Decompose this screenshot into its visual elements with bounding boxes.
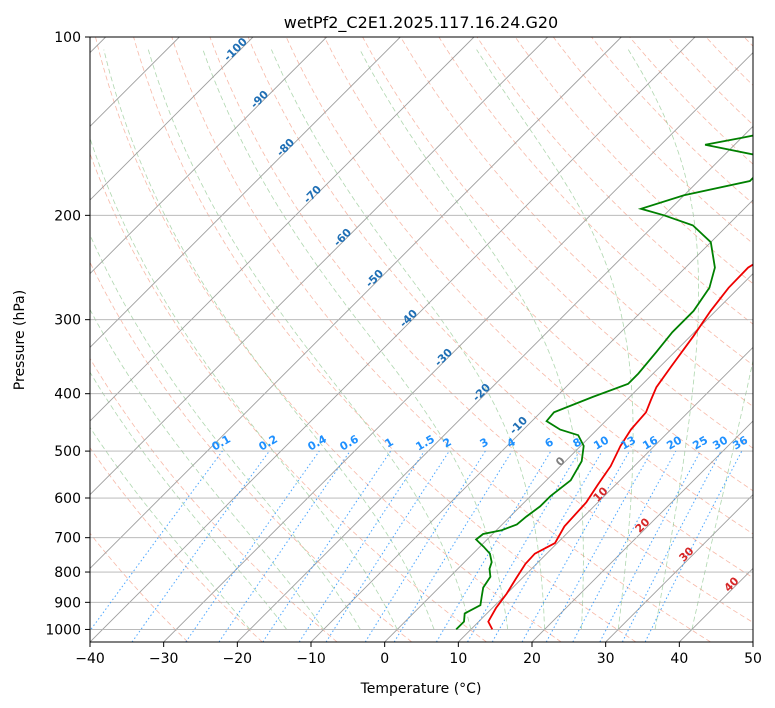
x-tick-label: 50 <box>744 651 762 667</box>
moist-adiabat-line <box>90 234 361 630</box>
x-tick-label: −20 <box>223 651 253 667</box>
dry-adiabat-line <box>90 357 338 642</box>
mixing-ratio-line <box>262 450 392 642</box>
x-tick-label: −30 <box>149 651 179 667</box>
dry-adiabat-line <box>591 37 753 205</box>
y-tick-label: 200 <box>54 208 81 224</box>
moist-adiabat-line <box>90 137 398 630</box>
isotherm-line <box>752 641 753 642</box>
x-tick-label: 30 <box>597 651 615 667</box>
dewpoint-line <box>455 134 753 631</box>
isotherm-line <box>605 494 753 642</box>
dry-adiabat-line <box>90 152 487 642</box>
dry-adiabat-line <box>95 37 562 642</box>
isotherm-line <box>163 52 753 642</box>
y-tick-label: 500 <box>54 444 81 460</box>
moist-adiabat-line <box>627 49 699 630</box>
dry-adiabat-line <box>285 37 753 535</box>
x-tick-label: 20 <box>523 651 541 667</box>
moist-adiabat-line <box>691 358 753 630</box>
dry-adiabat-line <box>324 37 753 492</box>
y-tick-label: 300 <box>54 313 81 329</box>
dry-adiabat-line <box>171 37 711 642</box>
dry-adiabat-line <box>476 37 753 325</box>
temperature-line <box>487 263 753 630</box>
dry-adiabat-line <box>90 261 413 642</box>
moist-adiabat-line <box>476 49 634 630</box>
dry-adiabat-line <box>247 37 753 579</box>
isotherm-line <box>90 37 548 496</box>
isotherm-line <box>90 37 401 348</box>
x-tick-label: −10 <box>296 651 326 667</box>
mixing-ratio-line <box>521 450 630 642</box>
dry-adiabat-line <box>438 37 753 366</box>
plot-frame <box>89 36 754 643</box>
dry-adiabat-line <box>90 532 188 642</box>
isotherm-line <box>90 37 622 569</box>
y-tick-label: 900 <box>54 595 81 611</box>
moist-adiabat-line <box>103 49 435 630</box>
y-tick-label: 400 <box>54 387 81 403</box>
isotherm-line <box>458 346 753 642</box>
isotherm-line <box>90 37 254 201</box>
isotherm-line <box>384 273 753 642</box>
isotherm-line <box>310 199 753 642</box>
mixing-ratio-line <box>90 450 223 632</box>
mixing-ratio-line <box>131 450 270 642</box>
x-tick-label: 0 <box>380 651 389 667</box>
isotherm-line <box>90 37 696 642</box>
isotherm-line <box>90 37 327 275</box>
chart-title: wetPf2_C2E1.2025.117.16.24.G20 <box>284 13 558 33</box>
x-axis-ticks: −40 −30 −20 −10 0 10 20 30 40 50 <box>75 642 762 667</box>
mixing-ratio-line <box>572 450 677 642</box>
y-axis-ticks: 100 200 300 400 500 600 700 800 900 1000 <box>45 30 90 638</box>
plot-background <box>90 37 753 642</box>
y-tick-label: 700 <box>54 531 81 547</box>
mixing-ratio-line <box>545 450 653 642</box>
y-tick-label: 1000 <box>45 622 81 638</box>
mixing-ratio-line <box>325 450 450 642</box>
x-axis-label: Temperature (°C) <box>360 681 482 697</box>
sounding-series <box>455 134 753 631</box>
dry-adiabat-line <box>209 37 753 623</box>
moist-adiabat-line <box>90 308 324 630</box>
y-tick-label: 600 <box>54 491 81 507</box>
mixing-ratio-line <box>298 450 425 642</box>
background-lines <box>90 37 753 642</box>
mixing-ratio-line <box>393 450 513 642</box>
isotherm-line <box>531 420 753 642</box>
y-tick-label: 100 <box>54 30 81 46</box>
x-tick-label: −40 <box>75 651 105 667</box>
moist-adiabat-line <box>271 49 545 630</box>
x-tick-label: 40 <box>670 651 688 667</box>
mixing-ratio-line <box>185 450 320 642</box>
moist-adiabat-line <box>147 49 472 630</box>
isotherm-line <box>90 37 475 422</box>
mixing-ratio-line <box>644 450 743 642</box>
x-tick-label: 10 <box>449 651 467 667</box>
moist-adiabat-line <box>359 49 584 630</box>
y-axis-label: Pressure (hPa) <box>12 290 28 390</box>
dry-adiabat-line <box>133 37 637 642</box>
mixing-ratio-line <box>218 450 351 642</box>
y-tick-label: 800 <box>54 565 81 581</box>
moist-adiabat-line <box>202 49 509 630</box>
